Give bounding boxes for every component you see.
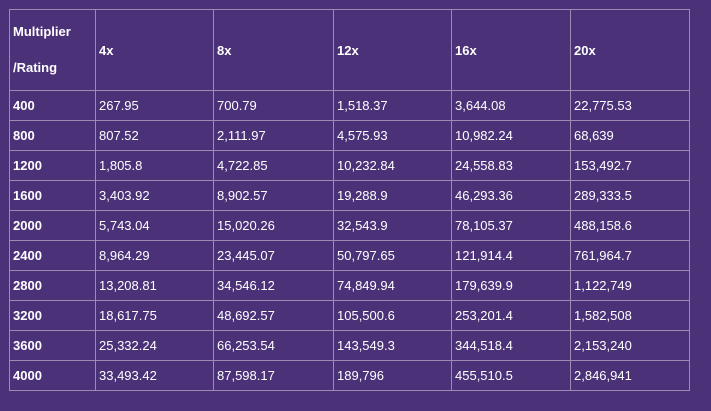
rating-cell: 2000 [9,210,96,241]
rating-cell: 1200 [9,150,96,181]
multiplier-table-container: Multiplier /Rating 4x 8x 12x 16x 20x 400… [9,9,690,391]
value-cell: 5,743.04 [95,210,214,241]
value-cell: 189,796 [333,360,452,391]
value-cell: 8,964.29 [95,240,214,271]
value-cell: 8,902.57 [213,180,334,211]
value-cell: 19,288.9 [333,180,452,211]
header-col-12x: 12x [333,9,452,91]
value-cell: 179,639.9 [451,270,571,301]
rating-cell: 4000 [9,360,96,391]
rating-cell: 3200 [9,300,96,331]
value-cell: 66,253.54 [213,330,334,361]
header-multiplier-label: Multiplier [13,24,71,39]
value-cell: 344,518.4 [451,330,571,361]
value-cell: 10,982.24 [451,120,571,151]
value-cell: 143,549.3 [333,330,452,361]
table-row: 2400 8,964.29 23,445.07 50,797.65 121,914.4 7… [9,240,690,271]
header-col-8x: 8x [213,9,334,91]
header-rating-label: /Rating [13,60,58,75]
value-cell: 15,020.26 [213,210,334,241]
table-row: 800 807.52 2,111.97 4,575.93 10,982.24 68,639 [9,120,690,151]
table-row: 2000 5,743.04 15,020.26 32,543.9 78,105.37 48… [9,210,690,241]
value-cell: 455,510.5 [451,360,571,391]
table-row: 3200 18,617.75 48,692.57 105,500.6 253,201.4… [9,300,690,331]
value-cell: 121,914.4 [451,240,571,271]
header-col-16x: 16x [451,9,571,91]
value-cell: 4,722.85 [213,150,334,181]
value-cell: 105,500.6 [333,300,452,331]
value-cell: 807.52 [95,120,214,151]
value-cell: 23,445.07 [213,240,334,271]
value-cell: 10,232.84 [333,150,452,181]
value-cell: 1,518.37 [333,90,452,121]
value-cell: 13,208.81 [95,270,214,301]
value-cell: 3,403.92 [95,180,214,211]
value-cell: 488,158.6 [570,210,690,241]
value-cell: 50,797.65 [333,240,452,271]
header-multiplier-rating: Multiplier /Rating [9,9,96,91]
header-row: Multiplier /Rating 4x 8x 12x 16x 20x [9,9,690,91]
rating-cell: 2800 [9,270,96,301]
value-cell: 1,122,749 [570,270,690,301]
value-cell: 22,775.53 [570,90,690,121]
rating-cell: 1600 [9,180,96,211]
value-cell: 68,639 [570,120,690,151]
value-cell: 253,201.4 [451,300,571,331]
value-cell: 3,644.08 [451,90,571,121]
value-cell: 289,333.5 [570,180,690,211]
table-row: 1600 3,403.92 8,902.57 19,288.9 46,293.36 289… [9,180,690,211]
value-cell: 87,598.17 [213,360,334,391]
rating-cell: 2400 [9,240,96,271]
value-cell: 33,493.42 [95,360,214,391]
value-cell: 78,105.37 [451,210,571,241]
value-cell: 700.79 [213,90,334,121]
header-col-4x: 4x [95,9,214,91]
value-cell: 1,582,508 [570,300,690,331]
rating-cell: 400 [9,90,96,121]
value-cell: 24,558.83 [451,150,571,181]
header-col-20x: 20x [570,9,690,91]
value-cell: 34,546.12 [213,270,334,301]
value-cell: 48,692.57 [213,300,334,331]
value-cell: 1,805.8 [95,150,214,181]
table-row: 3600 25,332.24 66,253.54 143,549.3 344,518.4… [9,330,690,361]
table-row: 1200 1,805.8 4,722.85 10,232.84 24,558.83 153… [9,150,690,181]
value-cell: 18,617.75 [95,300,214,331]
value-cell: 2,111.97 [213,120,334,151]
table-row: 2800 13,208.81 34,546.12 74,849.94 179,639.9… [9,270,690,301]
value-cell: 761,964.7 [570,240,690,271]
value-cell: 74,849.94 [333,270,452,301]
value-cell: 2,846,941 [570,360,690,391]
table-row: 4000 33,493.42 87,598.17 189,796 455,510.5 2,… [9,360,690,391]
value-cell: 2,153,240 [570,330,690,361]
value-cell: 25,332.24 [95,330,214,361]
rating-cell: 3600 [9,330,96,361]
value-cell: 46,293.36 [451,180,571,211]
value-cell: 32,543.9 [333,210,452,241]
multiplier-rating-table: Multiplier /Rating 4x 8x 12x 16x 20x 400… [9,9,690,391]
value-cell: 267.95 [95,90,214,121]
value-cell: 4,575.93 [333,120,452,151]
rating-cell: 800 [9,120,96,151]
table-row: 400 267.95 700.79 1,518.37 3,644.08 22,775.53 [9,90,690,121]
value-cell: 153,492.7 [570,150,690,181]
